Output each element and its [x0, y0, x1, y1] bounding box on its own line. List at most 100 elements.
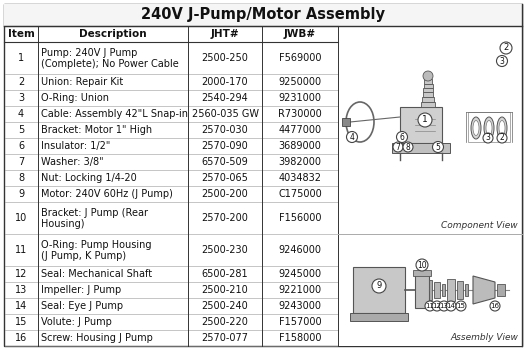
Text: 3: 3 [500, 56, 504, 65]
Circle shape [483, 133, 493, 143]
Text: 9245000: 9245000 [278, 269, 321, 279]
Text: R730000: R730000 [278, 109, 322, 119]
Text: 11: 11 [15, 245, 27, 255]
Text: 2500-200: 2500-200 [201, 189, 248, 199]
Text: 5: 5 [436, 142, 440, 152]
Text: 2570-065: 2570-065 [201, 173, 248, 183]
Bar [413, 270, 431, 276]
Text: Seal: Eye J Pump: Seal: Eye J Pump [41, 301, 123, 311]
Text: 6: 6 [18, 141, 24, 151]
Bar [338, 26, 522, 234]
Text: 15: 15 [457, 303, 466, 309]
Bar [424, 79, 432, 84]
Circle shape [432, 301, 442, 311]
Text: 9: 9 [377, 281, 382, 290]
Text: 4: 4 [18, 109, 24, 119]
Text: 2570-030: 2570-030 [201, 125, 248, 135]
Circle shape [393, 142, 403, 152]
Text: Motor: 240V 60Hz (J Pump): Motor: 240V 60Hz (J Pump) [41, 189, 173, 199]
Ellipse shape [484, 117, 494, 139]
Text: 8: 8 [18, 173, 24, 183]
Text: Pump: 240V J Pump: Pump: 240V J Pump [41, 48, 137, 57]
Text: 3: 3 [18, 93, 24, 103]
Text: 2: 2 [503, 43, 509, 52]
Circle shape [446, 301, 456, 311]
Text: JHT#: JHT# [211, 29, 239, 39]
FancyBboxPatch shape [400, 107, 442, 143]
Text: 9: 9 [18, 189, 24, 199]
Ellipse shape [473, 120, 479, 135]
Polygon shape [473, 276, 495, 304]
Circle shape [490, 301, 500, 311]
Text: 7: 7 [396, 142, 400, 152]
Text: 6: 6 [400, 133, 404, 141]
Text: Insulator: 1/2": Insulator: 1/2" [41, 141, 110, 151]
Bar [422, 97, 434, 102]
Text: (Complete); No Power Cable: (Complete); No Power Cable [41, 60, 179, 69]
Bar [457, 281, 463, 299]
Text: 2000-170: 2000-170 [201, 77, 248, 87]
Bar [392, 143, 450, 153]
Text: Washer: 3/8": Washer: 3/8" [41, 157, 104, 167]
Text: 9250000: 9250000 [278, 77, 321, 87]
Text: 9231000: 9231000 [278, 93, 321, 103]
Text: 2: 2 [18, 77, 24, 87]
Text: 2500-250: 2500-250 [201, 53, 248, 63]
Text: 4: 4 [350, 133, 355, 141]
Text: 2540-294: 2540-294 [201, 93, 248, 103]
Bar [424, 84, 433, 88]
Bar [415, 272, 429, 308]
Circle shape [497, 56, 508, 66]
Circle shape [416, 259, 428, 271]
Text: 2570-090: 2570-090 [201, 141, 248, 151]
Circle shape [425, 301, 435, 311]
Text: 2500-220: 2500-220 [201, 317, 248, 327]
Text: C175000: C175000 [278, 189, 322, 199]
Text: Cable: Assembly 42"L Snap-in: Cable: Assembly 42"L Snap-in [41, 109, 188, 119]
Text: 2570-077: 2570-077 [201, 333, 248, 343]
Text: 16: 16 [491, 303, 500, 309]
Circle shape [456, 301, 466, 311]
Text: 3689000: 3689000 [279, 141, 321, 151]
Ellipse shape [471, 117, 481, 139]
Bar [497, 284, 505, 296]
Circle shape [347, 132, 358, 142]
Bar [338, 234, 522, 346]
Text: 2560-035 GW: 2560-035 GW [191, 109, 258, 119]
Circle shape [439, 301, 449, 311]
Text: F156000: F156000 [279, 213, 321, 223]
Text: 16: 16 [15, 333, 27, 343]
Bar [442, 284, 445, 296]
Text: Screw: Housing J Pump: Screw: Housing J Pump [41, 333, 153, 343]
Bar [4, 4, 522, 26]
Text: Impeller: J Pump: Impeller: J Pump [41, 285, 122, 295]
Text: 10: 10 [15, 213, 27, 223]
Text: Bracket: J Pump (Rear: Bracket: J Pump (Rear [41, 208, 148, 218]
Text: Description: Description [79, 29, 147, 39]
Text: 2570-200: 2570-200 [201, 213, 248, 223]
Text: O-Ring: Pump Housing: O-Ring: Pump Housing [41, 239, 151, 250]
Text: F569000: F569000 [279, 53, 321, 63]
Text: O-Ring: Union: O-Ring: Union [41, 93, 109, 103]
Text: 13: 13 [440, 303, 449, 309]
Text: 3: 3 [485, 133, 490, 142]
Bar [350, 313, 408, 321]
Text: 12: 12 [432, 303, 441, 309]
Text: 4477000: 4477000 [278, 125, 321, 135]
Text: 1: 1 [422, 116, 428, 125]
Text: 6570-509: 6570-509 [201, 157, 248, 167]
Circle shape [432, 141, 443, 153]
Text: 6500-281: 6500-281 [201, 269, 248, 279]
Bar [342, 118, 350, 126]
Circle shape [500, 42, 512, 54]
Text: 12: 12 [15, 269, 27, 279]
Text: Volute: J Pump: Volute: J Pump [41, 317, 112, 327]
Text: Housing): Housing) [41, 219, 85, 229]
Bar [421, 102, 435, 107]
Text: Assembly View: Assembly View [450, 333, 518, 342]
Text: F158000: F158000 [279, 333, 321, 343]
Circle shape [403, 142, 413, 152]
Text: Component View: Component View [441, 221, 518, 230]
Text: 4034832: 4034832 [278, 173, 321, 183]
Bar [423, 88, 433, 92]
